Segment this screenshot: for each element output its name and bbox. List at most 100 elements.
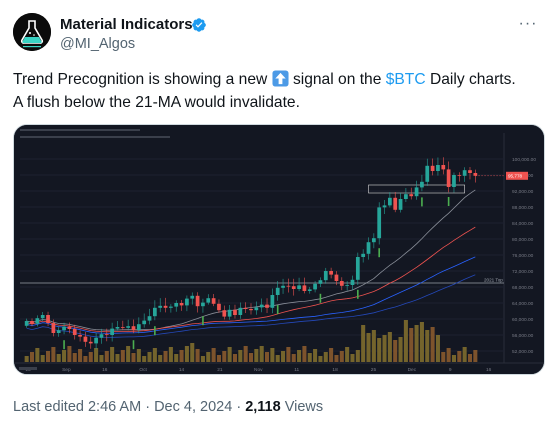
last-price-label: 95,778: [508, 174, 522, 179]
volume-bar: [142, 356, 147, 362]
volume-bar: [345, 347, 350, 362]
candle-body: [195, 295, 200, 307]
volume-bar: [136, 349, 141, 362]
y-tick-label: 84,000.00: [512, 221, 534, 227]
signal-marker: [319, 293, 322, 303]
volume-bar: [414, 325, 419, 362]
more-options-icon[interactable]: ···: [518, 15, 538, 32]
candle-body: [147, 316, 152, 321]
signal-marker: [447, 197, 450, 206]
y-tick-label: 88,000.00: [512, 205, 534, 211]
volume-bar: [200, 356, 205, 362]
candle-body: [265, 304, 269, 308]
views-count: 2,118: [245, 399, 281, 415]
volume-bar: [174, 354, 179, 362]
volume-bar: [286, 347, 291, 362]
candle-body: [382, 205, 387, 208]
chart-image[interactable]: 52,000.00 56,000.00 60,000.00 64,000.00 68,0…: [13, 124, 545, 375]
author-name[interactable]: Material Indicators: [60, 16, 193, 33]
x-tick-label: 25: [371, 367, 377, 373]
chart-background: [14, 125, 544, 374]
volume-bar: [120, 350, 125, 362]
candle-body: [227, 309, 232, 317]
candle-body: [104, 334, 109, 335]
volume-bar: [83, 356, 88, 362]
author-handle[interactable]: @MI_Algos: [60, 36, 136, 52]
candle-body: [40, 315, 45, 319]
volume-bar: [403, 320, 408, 362]
chart-header-bar: [20, 129, 140, 131]
candle-body: [120, 327, 125, 328]
volume-bar: [254, 349, 259, 362]
signal-marker: [276, 305, 279, 314]
cashtag-link[interactable]: $BTC: [385, 71, 426, 88]
volume-bar: [190, 343, 195, 362]
candle-body: [355, 257, 360, 280]
volume-bar: [67, 346, 72, 362]
x-tick-label: Sep: [62, 367, 71, 373]
candle-body: [169, 306, 173, 308]
volume-bar: [259, 346, 264, 362]
candle-body: [323, 271, 328, 281]
x-tick-label: 11: [294, 367, 299, 373]
candle-body: [217, 303, 221, 311]
candle-body: [222, 310, 227, 317]
candle-body: [46, 315, 50, 323]
signal-marker: [132, 340, 135, 350]
chart-watermark: [19, 367, 37, 370]
y-tick-label: 92,000.00: [512, 189, 534, 195]
tweet-date[interactable]: Dec 4, 2024: [154, 399, 233, 415]
volume-bar: [72, 353, 77, 362]
candle-body: [446, 169, 451, 187]
volume-bar: [88, 352, 93, 362]
candle-body: [158, 305, 163, 308]
volume-bar: [62, 350, 67, 362]
candle-body: [414, 187, 419, 197]
candle-body: [67, 326, 72, 329]
volume-bar: [29, 352, 35, 362]
edited-timestamp[interactable]: Last edited 2:46 AM: [13, 399, 142, 415]
meta-separator: ·: [236, 399, 242, 415]
candle-body: [174, 303, 179, 307]
candle-body: [361, 253, 366, 257]
x-tick-label: Dec: [408, 367, 417, 373]
candle-body: [126, 326, 131, 328]
candle-body: [254, 307, 259, 311]
candle-body: [297, 285, 301, 289]
candle-body: [425, 165, 430, 182]
x-tick-label: Nov: [254, 367, 263, 373]
volume-bar: [323, 352, 328, 362]
x-tick-label: 16: [486, 367, 492, 373]
candle-body: [56, 330, 61, 333]
volume-bar: [393, 340, 398, 362]
meta-separator: ·: [145, 399, 151, 415]
candle-body: [62, 326, 66, 331]
x-tick-label: 14: [179, 367, 185, 373]
volume-bar: [318, 356, 323, 362]
signal-marker: [63, 340, 65, 350]
candle-body: [201, 302, 205, 307]
avatar[interactable]: [13, 13, 51, 51]
candle-body: [238, 307, 243, 315]
candle-body: [388, 197, 392, 206]
volume-bar: [56, 354, 61, 362]
signal-marker: [378, 248, 380, 258]
volume-bar: [270, 348, 275, 362]
candle-body: [30, 321, 34, 324]
candle-body: [420, 181, 424, 188]
volume-bar: [339, 351, 344, 362]
candle-body: [436, 165, 440, 171]
volume-bar: [291, 354, 296, 362]
views-label: Views: [284, 399, 324, 415]
volume-bar: [147, 352, 152, 362]
candle-body: [286, 285, 291, 287]
volume-bar: [361, 325, 366, 362]
volume-bar: [206, 352, 211, 362]
signal-marker: [202, 316, 204, 326]
candle-body: [94, 337, 98, 344]
candle-body: [468, 170, 472, 173]
candle-body: [318, 280, 323, 284]
volume-bar: [371, 330, 376, 362]
candle-body: [371, 238, 376, 243]
candle-body: [291, 286, 296, 289]
